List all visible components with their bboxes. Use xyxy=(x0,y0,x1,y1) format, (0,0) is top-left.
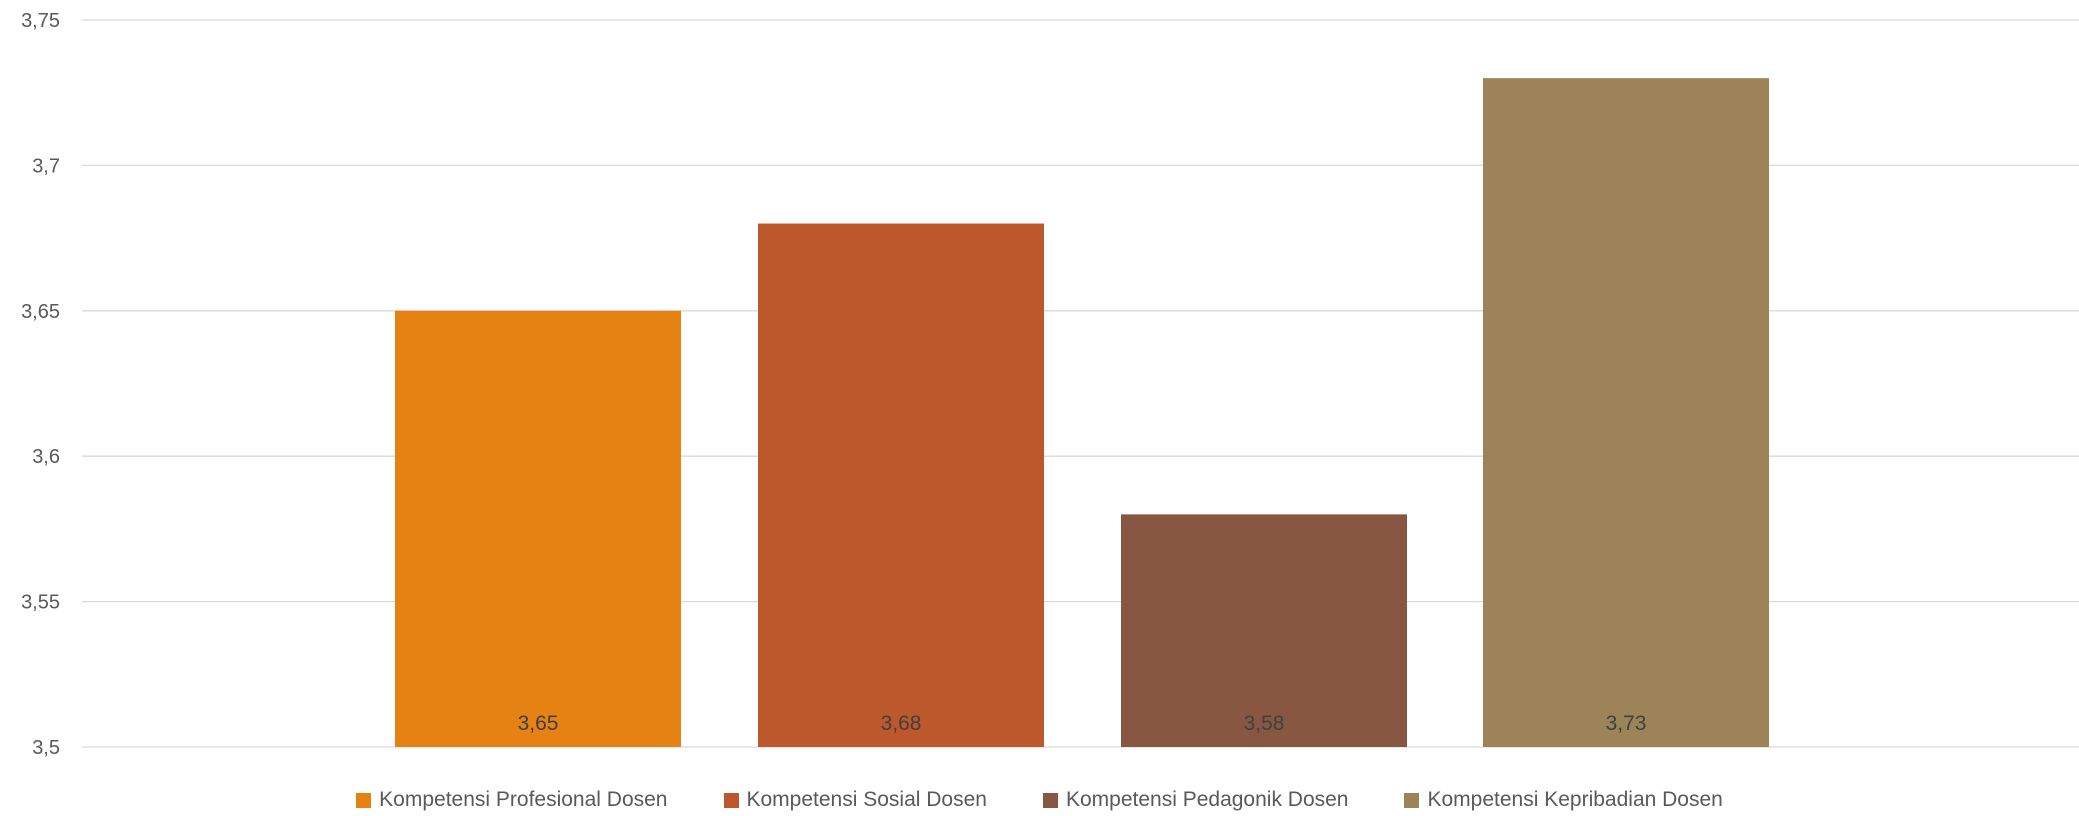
legend-swatch xyxy=(723,792,739,808)
legend-item: Kompetensi Pedagonik Dosen xyxy=(1042,788,1349,812)
gridlines xyxy=(82,19,2079,748)
legend-swatch xyxy=(1404,792,1420,808)
bar xyxy=(395,310,681,747)
legend-swatch xyxy=(1042,792,1058,808)
data-label: 3,58 xyxy=(1244,712,1285,735)
y-tick-label: 3,7 xyxy=(32,155,60,177)
legend-item: Kompetensi Sosial Dosen xyxy=(723,788,987,812)
legend-item: Kompetensi Profesional Dosen xyxy=(356,788,668,812)
legend-swatch xyxy=(356,792,372,808)
y-tick-label: 3,5 xyxy=(32,737,60,759)
data-label: 3,65 xyxy=(518,712,559,735)
legend-label: Kompetensi Profesional Dosen xyxy=(379,788,668,811)
legend-label: Kompetensi Sosial Dosen xyxy=(746,788,987,811)
y-axis: 3,5 3,55 3,6 3,65 3,7 3,75 xyxy=(21,10,60,759)
data-label: 3,68 xyxy=(881,712,922,735)
y-tick-label: 3,6 xyxy=(32,446,60,468)
bar xyxy=(1121,514,1407,747)
y-tick-label: 3,65 xyxy=(21,301,60,323)
legend: Kompetensi Profesional Dosen Kompetensi S… xyxy=(0,784,2079,816)
y-tick-label: 3,55 xyxy=(21,592,60,614)
data-label: 3,73 xyxy=(1606,712,1647,735)
legend-label: Kompetensi Pedagonik Dosen xyxy=(1065,788,1349,811)
y-tick-label: 3,75 xyxy=(21,10,60,32)
bar-chart: 3,5 3,55 3,6 3,65 3,7 3,75 3,65 3,68 3,58 3,73 xyxy=(21,10,2079,759)
bar xyxy=(758,223,1044,747)
legend-label: Kompetensi Kepribadian Dosen xyxy=(1427,788,1723,811)
legend-item: Kompetensi Kepribadian Dosen xyxy=(1404,788,1723,812)
data-labels: 3,65 3,68 3,58 3,73 xyxy=(518,712,1647,735)
bar xyxy=(1483,78,1769,747)
bars xyxy=(395,78,1769,747)
